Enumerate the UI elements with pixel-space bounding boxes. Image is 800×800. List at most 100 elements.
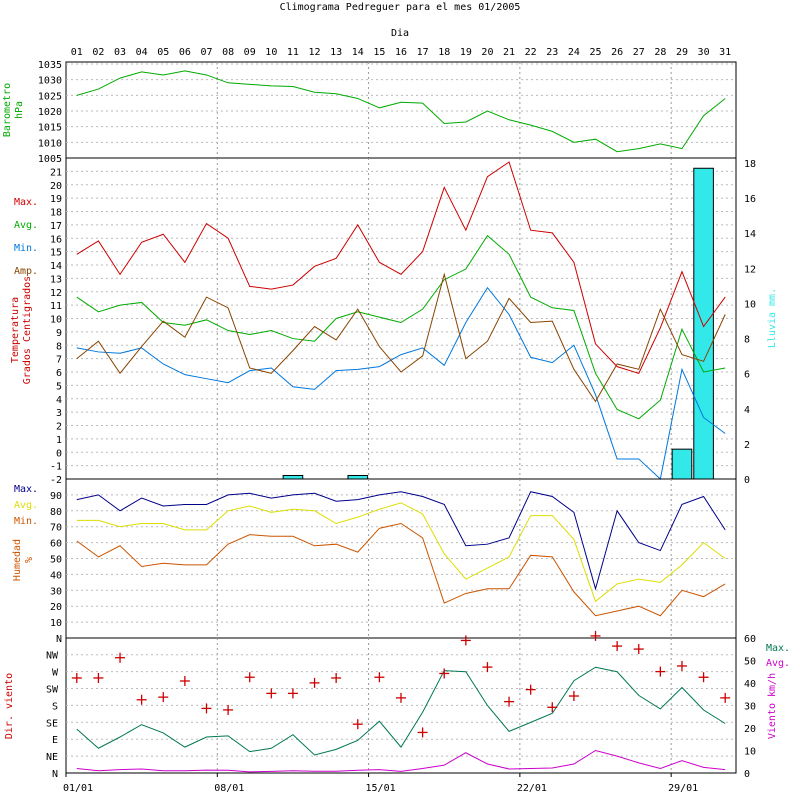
speed-tick-label: 50 (744, 657, 756, 668)
day-tick-label: 23 (546, 47, 558, 58)
wind-direction-marker (655, 666, 666, 677)
dir-tick-label: NW (46, 651, 59, 662)
temp-tick-label: 18 (50, 208, 62, 219)
wind-direction-marker (417, 727, 428, 738)
rain-tick-label: 6 (744, 370, 750, 381)
hum-tick-label: 30 (50, 586, 62, 597)
hum-tick-label: 20 (50, 602, 62, 613)
hum-max-line (76, 491, 726, 591)
dir-tick-label: SE (46, 718, 58, 729)
day-tick-label: 17 (417, 47, 429, 58)
temp-tick-label: 7 (56, 355, 62, 366)
dir-tick-label: NE (46, 752, 58, 763)
rain-tick-label: 0 (744, 475, 750, 486)
day-tick-label: 18 (438, 47, 450, 58)
dir-tick-label: W (52, 668, 59, 679)
date-tick-label: 29/01 (668, 783, 698, 794)
rain-bar (347, 474, 369, 480)
date-tick-label: 01/01 (63, 783, 93, 794)
dir-tick-label: S (52, 701, 58, 712)
day-tick-label: 28 (654, 47, 666, 58)
day-tick-label: 07 (200, 47, 212, 58)
day-labels: 01 02 03 04 05 06 07 08 09 10 11 12 13 14 15 16 17 18 19 20… (71, 47, 731, 58)
baro-tick-label: 1020 (38, 107, 62, 118)
temp-tick-label: 3 (56, 408, 62, 419)
wind-direction-marker (568, 691, 579, 702)
speed-tick-label: 60 (744, 634, 756, 645)
day-tick-label: 22 (525, 47, 537, 58)
wind-direction-marker (115, 652, 126, 663)
baro-tick-label: 1025 (38, 91, 62, 102)
rain-tick-label: 8 (744, 335, 750, 346)
wind-direction-marker (331, 672, 342, 683)
speed-tick-label: 20 (744, 724, 756, 735)
day-tick-label: 29 (676, 47, 688, 58)
date-tick-label: 22/01 (517, 783, 547, 794)
day-tick-label: 04 (136, 47, 148, 58)
day-tick-label: 27 (633, 47, 645, 58)
baro-tick-label: 1015 (38, 123, 62, 134)
rain-bar (671, 448, 693, 480)
wind-direction-marker (244, 672, 255, 683)
rain-tick-label: 12 (744, 264, 756, 275)
temp-tick-label: 4 (56, 395, 62, 406)
wind-direction-marker (309, 677, 320, 688)
temp-legend-item: Amp. (14, 266, 38, 277)
temp-tick-label: 8 (56, 341, 62, 352)
day-tick-label: 16 (395, 47, 407, 58)
hum-tick-label: 70 (50, 523, 62, 534)
baro-tick-label: 1030 (38, 76, 62, 87)
day-tick-label: 02 (92, 47, 104, 58)
rain-tick-label: 16 (744, 194, 756, 205)
speed-axis-label: Viento km/h (767, 673, 778, 739)
dir-tick-label: N (52, 769, 58, 780)
hum-tick-label: 60 (50, 539, 62, 550)
day-tick-label: 15 (373, 47, 385, 58)
hum-legend-item: Avg. (14, 500, 38, 511)
day-tick-label: 09 (244, 47, 256, 58)
wind-direction-marker (590, 630, 601, 641)
baro-axis-label: Barometro (2, 83, 13, 137)
temp-tick-label: 15 (50, 248, 62, 259)
wind-direction-marker (460, 635, 471, 646)
wind-direction-marker (93, 672, 104, 683)
dir-axis-label: Dir. viento (4, 673, 15, 739)
rain-tick-label: 14 (744, 229, 756, 240)
day-tick-label: 19 (460, 47, 472, 58)
dir-tick-label: E (52, 735, 58, 746)
wind-legend-item: Avg. (766, 658, 790, 669)
wind-direction-marker (612, 641, 623, 652)
wind-direction-marker (482, 662, 493, 673)
hum-legend-item: Max. (14, 484, 38, 495)
temp-tick-label: -2 (50, 475, 62, 486)
temp-tick-label: 19 (50, 194, 62, 205)
day-tick-label: 20 (481, 47, 493, 58)
temp-legend-item: Avg. (14, 220, 38, 231)
wind-direction-marker (158, 692, 169, 703)
day-tick-label: 14 (352, 47, 364, 58)
temp-axis-label: Temperatura (10, 297, 21, 363)
temp-axis-label: Grados Centigrados (22, 276, 33, 384)
temp-tick-label: 5 (56, 381, 62, 392)
hum-tick-label: 80 (50, 507, 62, 518)
hum-min-line (76, 522, 726, 617)
day-tick-label: 03 (114, 47, 126, 58)
temp-tick-label: 10 (50, 315, 62, 326)
wind-direction-marker (136, 694, 147, 705)
temp-tick-label: 9 (56, 328, 62, 339)
wind-direction-marker (396, 692, 406, 703)
rain-bar (693, 167, 714, 480)
wind-direction-marker (179, 675, 190, 686)
hum-axis-label: Humedad (12, 539, 23, 581)
wind-direction-marker (287, 688, 298, 699)
day-tick-label: 30 (698, 47, 710, 58)
temp-tick-label: 12 (50, 288, 62, 299)
temp-tick-label: 11 (50, 301, 62, 312)
baro-tick-label: 1035 (38, 60, 62, 71)
hum-tick-label: 40 (50, 570, 62, 581)
panel-frame-1 (65, 61, 737, 159)
day-tick-label: 05 (157, 47, 169, 58)
baro-axis-label: hPa (14, 101, 25, 119)
speed-tick-label: 10 (744, 747, 756, 758)
day-tick-label: 13 (330, 47, 342, 58)
